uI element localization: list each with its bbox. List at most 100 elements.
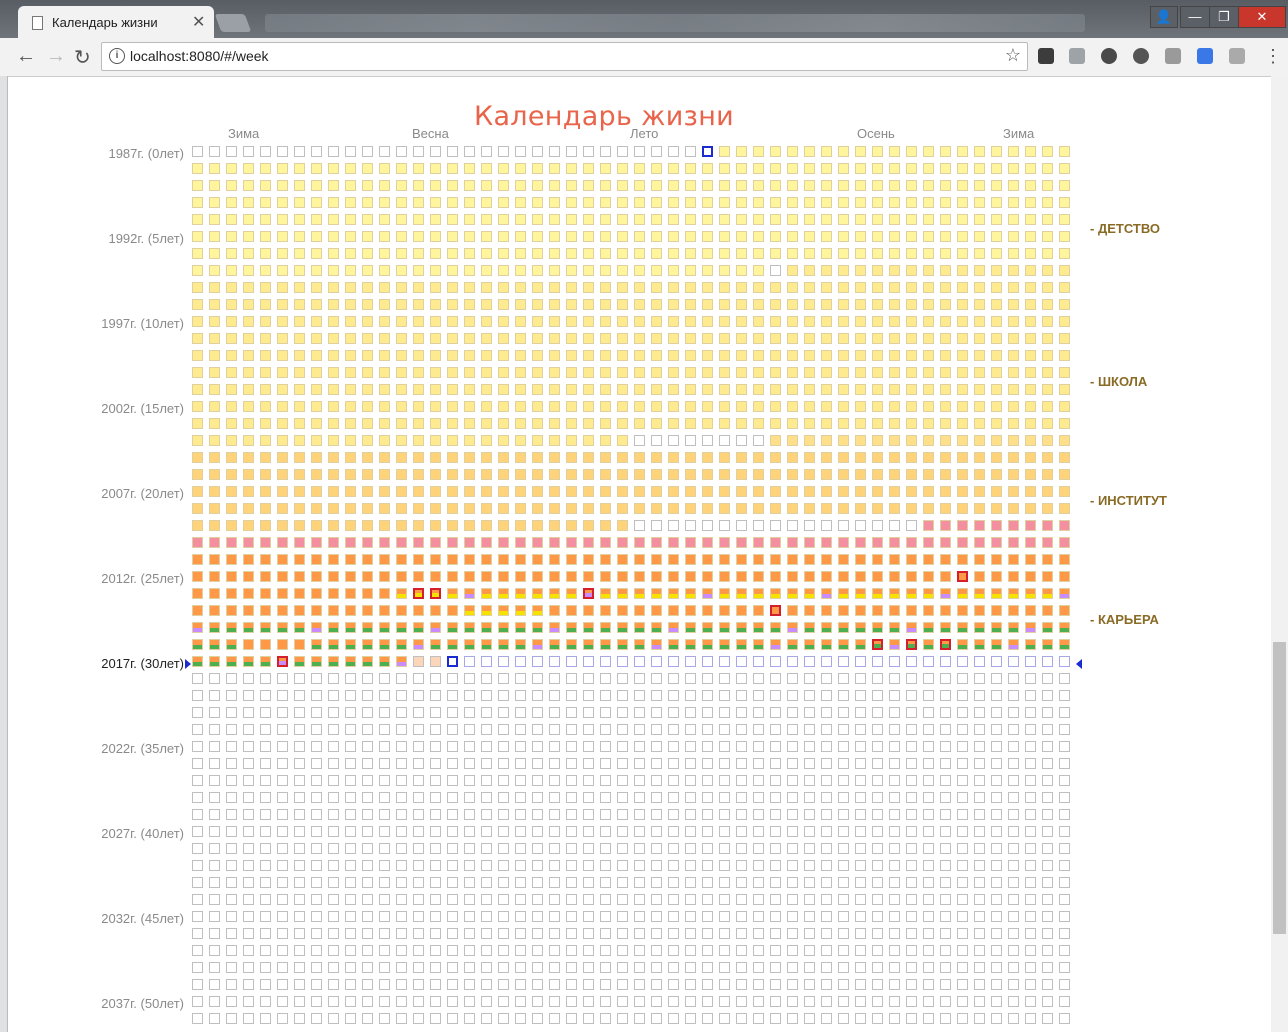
week-cell[interactable] [447, 571, 458, 582]
week-cell[interactable] [855, 945, 866, 956]
week-cell[interactable] [770, 860, 781, 871]
week-cell[interactable] [719, 945, 730, 956]
week-cell[interactable] [481, 588, 492, 599]
week-cell[interactable] [736, 401, 747, 412]
week-cell[interactable] [702, 605, 713, 616]
week-cell[interactable] [889, 554, 900, 565]
week-cell[interactable] [702, 231, 713, 242]
week-cell[interactable] [685, 826, 696, 837]
week-cell[interactable] [532, 639, 543, 650]
week-cell[interactable] [991, 435, 1002, 446]
week-cell[interactable] [226, 843, 237, 854]
week-cell[interactable] [787, 911, 798, 922]
week-cell[interactable] [209, 333, 220, 344]
week-cell[interactable] [906, 639, 917, 650]
week-cell[interactable] [1059, 860, 1070, 871]
week-cell[interactable] [277, 469, 288, 480]
week-cell[interactable] [345, 605, 356, 616]
week-cell[interactable] [957, 520, 968, 531]
week-cell[interactable] [447, 928, 458, 939]
week-cell[interactable] [396, 894, 407, 905]
week-cell[interactable] [821, 962, 832, 973]
week-cell[interactable] [345, 792, 356, 803]
week-cell[interactable] [974, 180, 985, 191]
week-cell[interactable] [957, 180, 968, 191]
week-cell[interactable] [1042, 928, 1053, 939]
week-cell[interactable] [447, 435, 458, 446]
week-cell[interactable] [243, 180, 254, 191]
week-cell[interactable] [532, 877, 543, 888]
week-cell[interactable] [974, 350, 985, 361]
week-cell[interactable] [804, 877, 815, 888]
week-cell[interactable] [583, 486, 594, 497]
week-cell[interactable] [736, 860, 747, 871]
week-cell[interactable] [957, 469, 968, 480]
week-cell[interactable] [362, 486, 373, 497]
week-cell[interactable] [753, 333, 764, 344]
week-cell[interactable] [583, 401, 594, 412]
week-cell[interactable] [872, 299, 883, 310]
week-cell[interactable] [1008, 996, 1019, 1007]
week-cell[interactable] [1008, 146, 1019, 157]
week-cell[interactable] [974, 690, 985, 701]
week-cell[interactable] [583, 384, 594, 395]
week-cell[interactable] [413, 979, 424, 990]
week-cell[interactable] [498, 945, 509, 956]
week-cell[interactable] [515, 146, 526, 157]
week-cell[interactable] [464, 469, 475, 480]
week-cell[interactable] [1042, 877, 1053, 888]
week-cell[interactable] [430, 214, 441, 225]
week-cell[interactable] [379, 690, 390, 701]
week-cell[interactable] [923, 180, 934, 191]
week-cell[interactable] [957, 673, 968, 684]
week-cell[interactable] [770, 146, 781, 157]
week-cell[interactable] [872, 146, 883, 157]
week-cell[interactable] [651, 333, 662, 344]
week-cell[interactable] [957, 350, 968, 361]
week-cell[interactable] [515, 758, 526, 769]
week-cell[interactable] [600, 877, 611, 888]
week-cell[interactable] [413, 486, 424, 497]
week-cell[interactable] [719, 911, 730, 922]
week-cell[interactable] [719, 435, 730, 446]
week-cell[interactable] [974, 537, 985, 548]
week-cell[interactable] [940, 894, 951, 905]
week-cell[interactable] [617, 265, 628, 276]
week-cell[interactable] [447, 299, 458, 310]
week-cell[interactable] [651, 758, 662, 769]
week-cell[interactable] [940, 690, 951, 701]
week-cell[interactable] [719, 401, 730, 412]
week-cell[interactable] [821, 792, 832, 803]
week-cell[interactable] [957, 316, 968, 327]
week-cell[interactable] [889, 316, 900, 327]
week-cell[interactable] [192, 928, 203, 939]
week-cell[interactable] [226, 707, 237, 718]
week-cell[interactable] [991, 299, 1002, 310]
week-cell[interactable] [345, 928, 356, 939]
week-cell[interactable] [447, 503, 458, 514]
week-cell[interactable] [226, 690, 237, 701]
week-cell[interactable] [753, 911, 764, 922]
week-cell[interactable] [855, 554, 866, 565]
week-cell[interactable] [1008, 843, 1019, 854]
week-cell[interactable] [192, 367, 203, 378]
week-cell[interactable] [736, 656, 747, 667]
week-cell[interactable] [311, 452, 322, 463]
week-cell[interactable] [923, 894, 934, 905]
week-cell[interactable] [1059, 554, 1070, 565]
week-cell[interactable] [923, 707, 934, 718]
week-cell[interactable] [549, 299, 560, 310]
week-cell[interactable] [821, 367, 832, 378]
week-cell[interactable] [651, 418, 662, 429]
week-cell[interactable] [702, 571, 713, 582]
week-cell[interactable] [226, 894, 237, 905]
week-cell[interactable] [617, 435, 628, 446]
week-cell[interactable] [617, 571, 628, 582]
week-cell[interactable] [498, 775, 509, 786]
week-cell[interactable] [532, 1013, 543, 1024]
week-cell[interactable] [1042, 469, 1053, 480]
week-cell[interactable] [243, 690, 254, 701]
week-cell[interactable] [991, 469, 1002, 480]
week-cell[interactable] [260, 299, 271, 310]
week-cell[interactable] [736, 945, 747, 956]
